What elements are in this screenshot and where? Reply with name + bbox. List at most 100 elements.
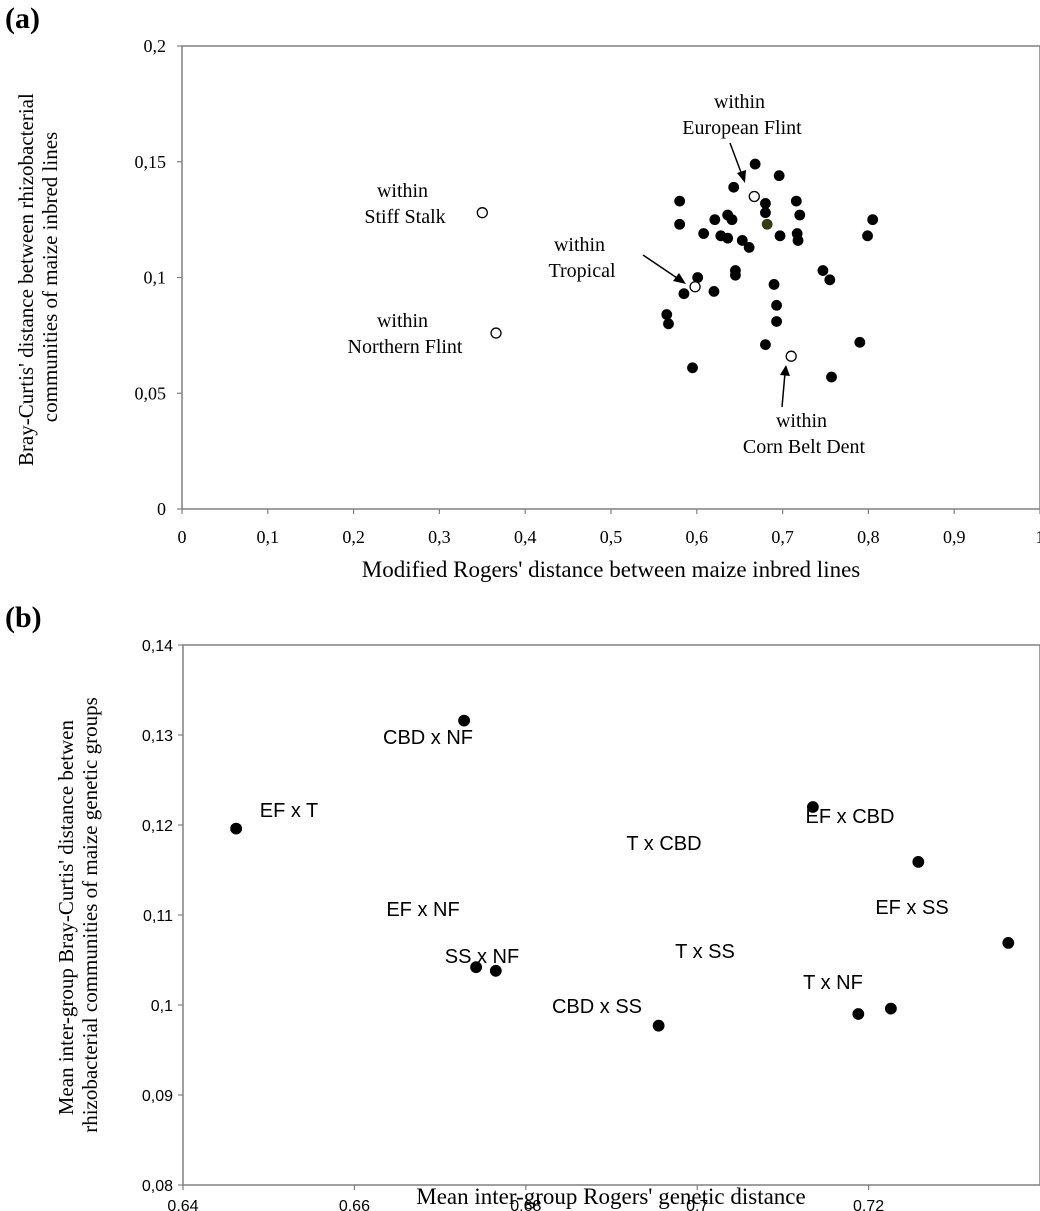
annotation-tropical: within Tropical <box>548 234 615 282</box>
panel-a-x-tick-label: 0,7 <box>771 527 794 547</box>
arrowhead-corn-belt-dent <box>780 365 790 376</box>
panel-a-y-tick-label: 0,15 <box>135 152 167 172</box>
data-point <box>854 336 866 348</box>
point-label-ef-x-t: EF x T <box>260 800 319 822</box>
panel-a-x-tick-label: 0 <box>178 527 187 547</box>
data-point <box>824 274 836 286</box>
panel-a-points <box>476 158 879 383</box>
point-label-t-x-cbd: T x CBD <box>626 833 701 855</box>
point-label-t-x-ss: T x SS <box>675 941 735 963</box>
panel-b-y-tick-label: 0,13 <box>142 728 173 745</box>
panel-a-x-tick-label: 0,1 <box>257 527 280 547</box>
data-point <box>730 269 741 281</box>
point-label-cbd-x-ss: CBD x SS <box>552 996 642 1018</box>
annotation-corn-belt-dent: within Corn Belt Dent <box>743 410 866 458</box>
panel-a-x-tick-label: 1 <box>1036 527 1040 547</box>
data-point <box>790 195 802 207</box>
data-point <box>736 235 748 246</box>
arrow-european-flint <box>729 142 743 176</box>
open-data-point <box>490 327 502 339</box>
panel-b: (b) 0,64 0,66 0,68 0,7 0,720,080,090,10,110,… <box>5 601 1040 1211</box>
panel-a-x-tick-label: 0,9 <box>943 527 966 547</box>
arrowhead-european-flint <box>737 170 746 183</box>
panel-a-y-tick-label: 0,05 <box>135 383 167 403</box>
data-point <box>794 209 806 221</box>
data-point <box>773 170 785 182</box>
panel-a-x-tick-label: 0,5 <box>600 527 623 547</box>
panel-b-x-tick-label: 0,72 <box>853 1198 884 1211</box>
panel-b-ticks: 0,64 0,66 0,68 0,7 0,72 0,08 0,09 0,1 0,11 0,12 0,… <box>142 638 884 1211</box>
annotation-northern-flint: within Northern Flint <box>348 310 463 358</box>
panel-b-y-tick-label: 0,1 <box>151 998 173 1015</box>
arrowhead-tropical <box>673 273 686 284</box>
annotation-stiff-stalk: within Stiff Stalk <box>364 180 445 228</box>
panel-a-x-tick-label: 0,2 <box>342 527 365 547</box>
data-point <box>912 856 925 868</box>
data-point <box>806 801 819 813</box>
panel-a-x-axis-title: Modified Rogers' distance between maize … <box>362 557 861 582</box>
data-point <box>674 195 686 207</box>
panel-b-point-labels: CBD x NF EF x T T x CBD EF x CBD EF x SS… <box>260 727 949 1018</box>
data-point <box>489 964 502 977</box>
data-point <box>678 288 690 300</box>
open-data-point <box>689 281 701 293</box>
data-point <box>692 272 704 283</box>
panel-a-annotations: within Stiff Stalk within Northern Flint… <box>348 91 866 458</box>
point-label-ef-x-nf: EF x NF <box>386 899 459 921</box>
data-point <box>661 309 673 320</box>
panel-a-x-tick-label: 0,6 <box>686 527 709 547</box>
data-point <box>862 230 873 242</box>
data-point <box>768 279 780 290</box>
data-point <box>760 198 771 209</box>
data-point <box>722 232 734 244</box>
panel-b-points <box>230 714 1015 1032</box>
arrow-tropical <box>642 254 681 281</box>
point-label-cbd-x-nf: CBD x NF <box>383 727 473 749</box>
data-point <box>687 362 698 374</box>
data-point <box>698 228 710 239</box>
point-label-ss-x-nf: SS x NF <box>445 946 519 968</box>
panel-b-y-tick-label: 0,12 <box>142 818 173 835</box>
panel-b-y-tick-label: 0,09 <box>142 1088 173 1105</box>
panel-b-x-tick-label: 0,7 <box>686 1198 708 1211</box>
data-point <box>674 218 686 230</box>
data-point <box>726 214 738 226</box>
annotation-european-flint: within European Flint <box>682 91 802 139</box>
panel-a-label: (a) <box>5 2 40 35</box>
panel-a-ticks: 0 0,1 0,2 0,3 0,4 0,5 0,6 0,7 0,8 0,9 1 0 0,05 0,1 0,1… <box>135 36 1040 547</box>
panel-a-y-tick-label: 0,2 <box>144 36 167 56</box>
panel-a-y-tick-label: 0 <box>157 499 166 519</box>
panel-b-x-axis-title: Mean inter-group Rogers' genetic distanc… <box>416 1184 805 1209</box>
panel-a-x-tick-label: 0,4 <box>514 527 537 547</box>
point-label-t-x-nf: T x NF <box>803 972 863 994</box>
data-point <box>852 1008 865 1020</box>
data-point <box>817 265 829 276</box>
data-point <box>709 214 721 226</box>
data-point <box>743 242 755 253</box>
point-label-ef-x-ss: EF x SS <box>875 897 948 919</box>
open-data-point <box>785 350 797 362</box>
data-point <box>792 235 804 246</box>
data-point <box>458 714 470 727</box>
data-point <box>774 230 786 242</box>
data-point <box>884 1002 897 1015</box>
panel-b-label: (b) <box>5 601 42 634</box>
open-data-point <box>476 207 488 219</box>
panel-b-x-tick-label: 0,64 <box>167 1198 198 1211</box>
data-point <box>749 158 761 170</box>
panel-a-y-tick-label: 0,1 <box>144 268 167 288</box>
panel-a-x-tick-label: 0,3 <box>428 527 451 547</box>
panel-a-x-tick-label: 0,8 <box>857 527 880 547</box>
panel-b-y-tick-label: 0,08 <box>142 1178 173 1195</box>
data-point <box>760 207 771 219</box>
data-point <box>230 822 243 835</box>
data-point <box>771 299 782 311</box>
data-point <box>708 285 720 297</box>
panel-b-y-tick-label: 0,14 <box>142 638 173 655</box>
data-point <box>728 181 740 193</box>
panel-b-x-tick-label: 0,66 <box>339 1198 370 1211</box>
data-point <box>652 1019 665 1032</box>
data-point <box>760 339 771 351</box>
panel-a-y-axis-title: Bray-Curtis' distance between rhizobacte… <box>14 88 62 466</box>
